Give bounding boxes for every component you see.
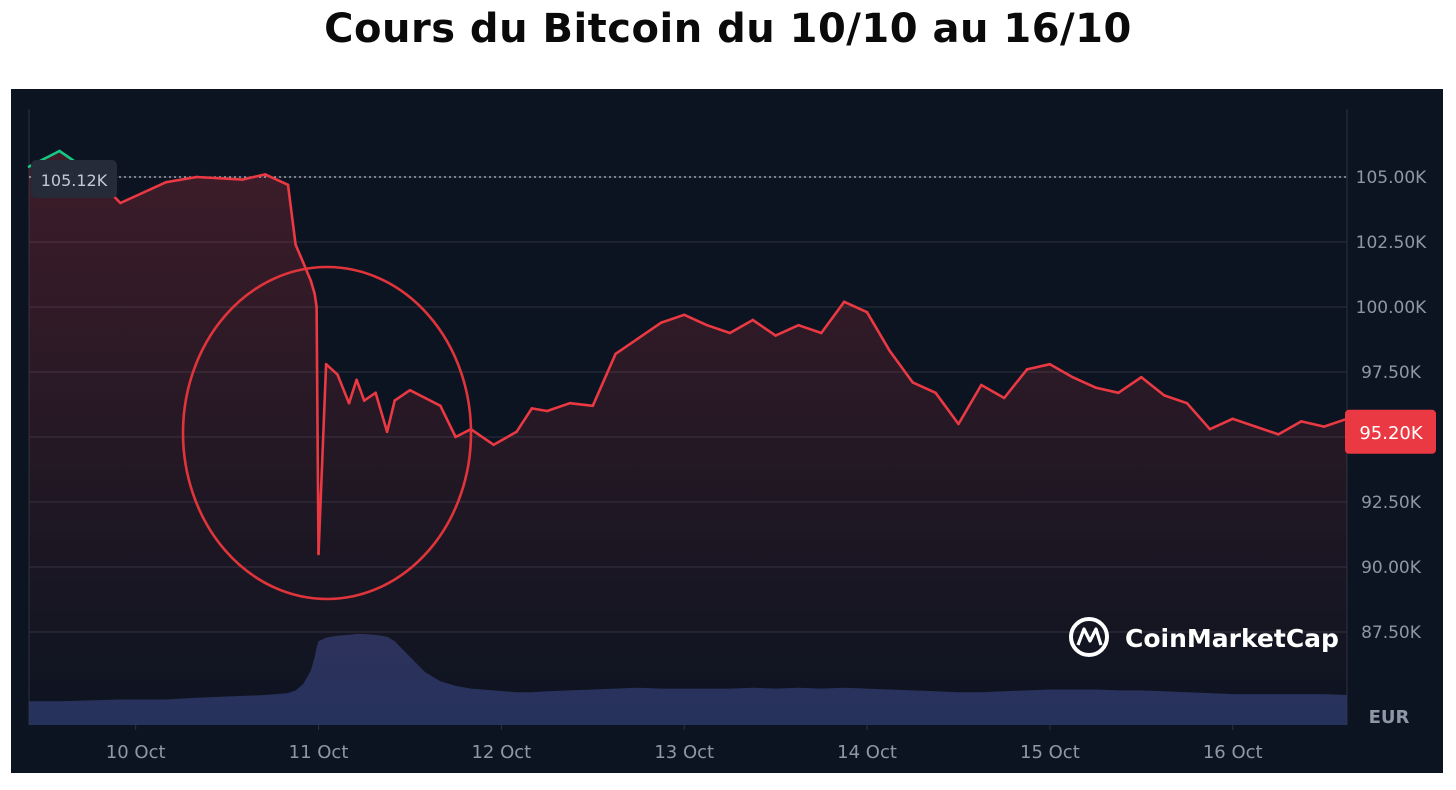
price-segment bbox=[545, 401, 572, 413]
price-segment bbox=[469, 427, 496, 447]
price-segment bbox=[934, 391, 960, 426]
currency-label: EUR bbox=[1369, 707, 1410, 728]
price-segment bbox=[119, 180, 168, 205]
price-segment bbox=[1231, 417, 1257, 428]
price-segment bbox=[164, 175, 198, 184]
y-tick-label: 92.50K bbox=[1361, 493, 1422, 513]
price-segment bbox=[957, 383, 983, 426]
current-price-badge: 95.20K bbox=[1345, 409, 1436, 454]
price-segment bbox=[374, 391, 389, 434]
x-tick-label: 16 Oct bbox=[1203, 742, 1263, 763]
price-segment bbox=[530, 407, 549, 413]
price-segment bbox=[1071, 375, 1097, 389]
price-segment bbox=[309, 279, 317, 296]
price-segment bbox=[1048, 362, 1074, 379]
price-segment bbox=[979, 383, 1006, 400]
price-segment bbox=[347, 378, 358, 405]
x-tick-label: 12 Oct bbox=[471, 742, 531, 763]
price-segment bbox=[315, 305, 320, 556]
x-tick-label: 14 Oct bbox=[837, 742, 897, 763]
price-segment bbox=[1254, 425, 1280, 436]
chart-panel: 105.00K 102.50K 100.00K 97.50K 92.50K 90.00K 8… bbox=[11, 89, 1443, 773]
price-segment bbox=[423, 396, 442, 408]
price-segment bbox=[797, 323, 823, 335]
x-tick-label: 15 Oct bbox=[1020, 742, 1080, 763]
coinmarketcap-logo: CoinMarketCap bbox=[1069, 617, 1339, 657]
price-segment bbox=[1277, 420, 1303, 436]
price-segment bbox=[362, 391, 377, 402]
price-segment bbox=[1322, 417, 1349, 428]
coinmarketcap-icon bbox=[1069, 617, 1109, 657]
price-segment bbox=[492, 430, 518, 447]
price-segment bbox=[313, 292, 318, 309]
x-tick-label: 13 Oct bbox=[654, 742, 714, 763]
y-tick-label: 97.50K bbox=[1361, 363, 1422, 383]
price-segment bbox=[317, 362, 328, 556]
price-chart: 105.00K 102.50K 100.00K 97.50K 92.50K 90.00K 8… bbox=[27, 109, 1436, 763]
price-segment bbox=[1185, 401, 1212, 431]
coinmarketcap-icon-wave bbox=[1076, 627, 1103, 646]
price-segment bbox=[286, 183, 297, 246]
price-segment bbox=[911, 381, 937, 395]
price-segment bbox=[637, 321, 663, 340]
price-segment bbox=[301, 261, 313, 283]
price-segment bbox=[774, 323, 800, 337]
price-segment bbox=[1094, 386, 1120, 395]
price-segment bbox=[659, 313, 686, 324]
x-tick-label: 11 Oct bbox=[289, 742, 349, 763]
x-tick-label: 10 Oct bbox=[106, 742, 166, 763]
price-segment bbox=[751, 318, 777, 337]
price-segment bbox=[819, 300, 846, 335]
y-tick-label: 90.00K bbox=[1361, 558, 1422, 578]
price-segment bbox=[454, 427, 473, 439]
price-segment bbox=[728, 318, 755, 335]
price-segment bbox=[336, 373, 351, 405]
price-area-fill bbox=[29, 151, 1347, 725]
price-segment bbox=[705, 323, 732, 335]
y-tick-label: 105.00K bbox=[1356, 168, 1427, 188]
y-tick-label: 87.50K bbox=[1361, 623, 1422, 643]
price-segment bbox=[865, 310, 892, 353]
price-segment bbox=[1002, 368, 1029, 400]
price-segment bbox=[294, 243, 305, 265]
price-segment bbox=[385, 399, 397, 434]
price-segment bbox=[515, 407, 534, 434]
price-segment bbox=[614, 336, 640, 356]
annotation-circle bbox=[181, 265, 473, 601]
y-tick-label: 100.00K bbox=[1356, 298, 1427, 318]
chart-title: Cours du Bitcoin du 10/10 au 16/10 bbox=[324, 6, 1132, 52]
reference-badge: 105.12K bbox=[31, 160, 117, 198]
price-segment bbox=[888, 349, 915, 384]
price-segment bbox=[1117, 375, 1143, 395]
price-segment bbox=[324, 362, 339, 376]
price-segment bbox=[195, 175, 244, 181]
price-segment bbox=[408, 388, 427, 400]
y-tick-label: 102.50K bbox=[1356, 233, 1427, 253]
price-segment bbox=[1025, 362, 1052, 371]
price-segment bbox=[1300, 420, 1326, 428]
current-price-label: 95.20K bbox=[1359, 423, 1424, 444]
price-segment bbox=[568, 401, 595, 408]
price-segment bbox=[393, 388, 412, 402]
price-segment bbox=[439, 404, 457, 439]
price-segment bbox=[355, 378, 366, 402]
coinmarketcap-wordmark: CoinMarketCap bbox=[1125, 624, 1339, 653]
price-segment bbox=[591, 352, 617, 408]
price-segment bbox=[1140, 375, 1166, 397]
price-segment bbox=[241, 173, 267, 181]
price-segment bbox=[842, 300, 869, 314]
price-segment bbox=[682, 313, 709, 327]
price-segment bbox=[1208, 417, 1234, 431]
price-segment bbox=[1162, 394, 1189, 405]
price-segment bbox=[263, 173, 290, 187]
reference-badge-label: 105.12K bbox=[41, 171, 108, 190]
